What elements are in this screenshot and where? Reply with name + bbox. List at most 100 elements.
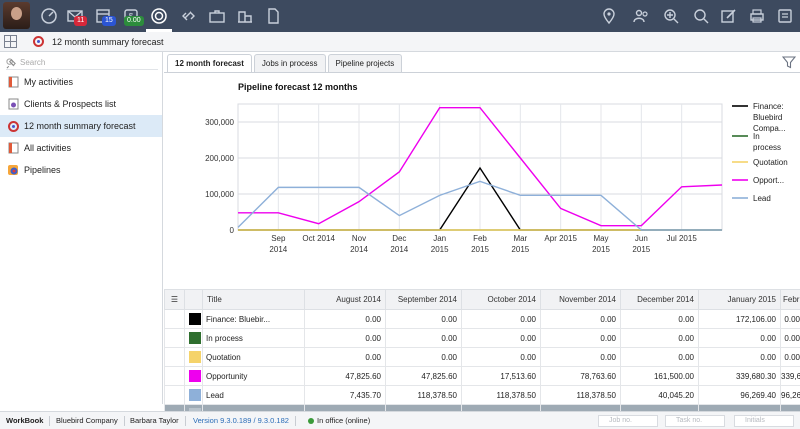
status-user[interactable]: Barbara Taylor bbox=[130, 416, 186, 426]
search-icon[interactable] bbox=[690, 5, 712, 27]
column-header-sep-2014[interactable]: September 2014 bbox=[385, 289, 462, 310]
row-title: In process bbox=[202, 328, 305, 348]
pipeline-target-icon[interactable] bbox=[148, 5, 170, 27]
value-cell: 0.00 bbox=[780, 347, 800, 367]
sidebar-item-my-activities[interactable]: My activities bbox=[0, 71, 162, 93]
series-color-cell bbox=[184, 366, 203, 386]
row-handle bbox=[164, 347, 185, 367]
y-tick-label: 100,000 bbox=[205, 190, 234, 199]
legend-entry[interactable]: Lead bbox=[732, 194, 771, 203]
value-cell: 0.00 bbox=[461, 309, 541, 329]
legend-entry[interactable]: In process bbox=[732, 132, 781, 152]
x-tick-label: Feb 2015 bbox=[471, 234, 489, 254]
value-cell: 0.00 bbox=[385, 309, 462, 329]
legend-entry[interactable]: Opport... bbox=[732, 176, 784, 185]
legend-label: Lead bbox=[753, 194, 771, 203]
sidebar-item-clients-prospects-list[interactable]: Clients & Prospects list bbox=[0, 93, 162, 115]
column-header-dec-2014[interactable]: December 2014 bbox=[620, 289, 699, 310]
tab-divider bbox=[164, 72, 800, 73]
value-cell: 17,513.60 bbox=[461, 366, 541, 386]
value-cell: 0.00 bbox=[780, 328, 800, 348]
add-search-icon[interactable] bbox=[660, 5, 682, 27]
value-cell: 0.00 bbox=[461, 347, 541, 367]
task-number-input[interactable]: Task no. bbox=[665, 415, 725, 427]
series-color-swatch bbox=[189, 351, 201, 363]
column-header-oct-2014[interactable]: October 2014 bbox=[461, 289, 541, 310]
link-icon[interactable] bbox=[178, 5, 200, 27]
value-cell: 0.00 bbox=[540, 309, 621, 329]
value-cell: 0.00 bbox=[620, 309, 699, 329]
mail-badge: 11 bbox=[74, 16, 88, 26]
value-cell: 339,680.30 bbox=[698, 366, 781, 386]
series-line-3 bbox=[238, 107, 723, 227]
filter-icon[interactable] bbox=[782, 55, 796, 69]
column-header-title[interactable]: Title bbox=[202, 289, 305, 310]
clients-list-icon bbox=[7, 98, 19, 110]
column-header-jan-2015[interactable]: January 2015 bbox=[698, 289, 781, 310]
status-presence[interactable]: In office (online) bbox=[308, 416, 376, 426]
initials-input[interactable]: Initials bbox=[734, 415, 794, 427]
briefcase-icon[interactable] bbox=[206, 5, 228, 27]
series-color-swatch bbox=[189, 313, 201, 325]
column-menu-icon[interactable]: ☰ bbox=[164, 289, 185, 310]
x-tick-label: Nov 2014 bbox=[350, 234, 368, 254]
sidebar-search-input[interactable]: Search bbox=[6, 56, 158, 70]
buildings-icon[interactable] bbox=[234, 5, 256, 27]
table-row[interactable]: Quotation 0.00 0.00 0.00 0.00 0.00 0.00 0.00 bbox=[164, 347, 800, 367]
y-tick-label: 200,000 bbox=[205, 154, 234, 163]
search-placeholder: Search bbox=[20, 58, 46, 67]
sidebar-item-label: Clients & Prospects list bbox=[24, 99, 117, 109]
x-tick-label: Dec 2014 bbox=[390, 234, 408, 254]
value-cell: 0.00 bbox=[698, 328, 781, 348]
column-header-aug-2014[interactable]: August 2014 bbox=[304, 289, 386, 310]
series-color-swatch bbox=[189, 389, 201, 401]
pin-icon[interactable] bbox=[6, 58, 17, 69]
x-tick-label: Mar 2015 bbox=[511, 234, 529, 254]
table-header-row: ☰ Title August 2014 September 2014 Octob… bbox=[164, 289, 800, 310]
tab-jobs-in-process[interactable]: Jobs in process bbox=[253, 54, 326, 72]
print-icon[interactable] bbox=[746, 5, 768, 27]
status-company[interactable]: Bluebird Company bbox=[56, 416, 125, 426]
online-status-dot bbox=[308, 418, 314, 425]
grid-menu-icon[interactable] bbox=[4, 35, 17, 48]
value-cell: 0.00 bbox=[385, 328, 462, 348]
value-cell: 0.00 bbox=[304, 309, 386, 329]
legend-entry[interactable]: Quotation bbox=[732, 158, 788, 167]
table-row[interactable]: Opportunity 47,825.60 47,825.60 17,513.60 78… bbox=[164, 366, 800, 386]
sidebar-item-12-month-summary-forecast[interactable]: 12 month summary forecast bbox=[0, 115, 162, 137]
x-tick-label: Oct 2014 bbox=[302, 234, 335, 243]
value-cell: 0.00 bbox=[385, 347, 462, 367]
tab-pipeline-projects[interactable]: Pipeline projects bbox=[327, 54, 403, 72]
value-cell: 172,106.00 bbox=[698, 309, 781, 329]
settings-icon[interactable] bbox=[774, 5, 796, 27]
x-tick-label: Jul 2015 bbox=[667, 234, 698, 243]
main-panel: 12 month forecast Jobs in process Pipeli… bbox=[164, 52, 800, 424]
dashboard-icon[interactable] bbox=[38, 5, 60, 27]
table-row[interactable]: Finance: Bluebir... 0.00 0.00 0.00 0.00 0.00 1… bbox=[164, 309, 800, 329]
value-cell: 78,763.60 bbox=[540, 366, 621, 386]
value-cell: 7,435.70 bbox=[304, 385, 386, 405]
legend-label: Finance: Bluebird Compa... bbox=[753, 102, 785, 133]
y-tick-label: 300,000 bbox=[205, 118, 234, 127]
pipeline-forecast-icon bbox=[7, 120, 19, 132]
table-row[interactable]: In process 0.00 0.00 0.00 0.00 0.00 0.00 0.00 bbox=[164, 328, 800, 348]
value-cell: 0.00 bbox=[780, 309, 800, 329]
table-row[interactable]: Lead 7,435.70 118,378.50 118,378.50 118,378.… bbox=[164, 385, 800, 405]
job-number-input[interactable]: Job no. bbox=[598, 415, 658, 427]
column-header-nov-2014[interactable]: November 2014 bbox=[540, 289, 621, 310]
pipeline-icon bbox=[7, 164, 19, 176]
legend-entry[interactable]: Finance: Bluebird Compa... bbox=[732, 102, 785, 133]
edit-icon[interactable] bbox=[718, 5, 740, 27]
value-cell: 161,500.00 bbox=[620, 366, 699, 386]
sidebar-item-pipelines[interactable]: Pipelines bbox=[0, 159, 162, 181]
avatar[interactable] bbox=[3, 2, 30, 29]
view-title: 12 month summary forecast bbox=[52, 37, 164, 47]
tab-12-month-forecast[interactable]: 12 month forecast bbox=[167, 54, 252, 72]
column-header-feb-2015[interactable]: February 2015 bbox=[780, 289, 800, 310]
document-icon[interactable] bbox=[262, 5, 284, 27]
people-icon[interactable] bbox=[630, 5, 652, 27]
value-cell: 47,825.60 bbox=[385, 366, 462, 386]
money-badge: 0.00 bbox=[124, 16, 144, 26]
sidebar-item-all-activities[interactable]: All activities bbox=[0, 137, 162, 159]
location-icon[interactable] bbox=[598, 5, 620, 27]
